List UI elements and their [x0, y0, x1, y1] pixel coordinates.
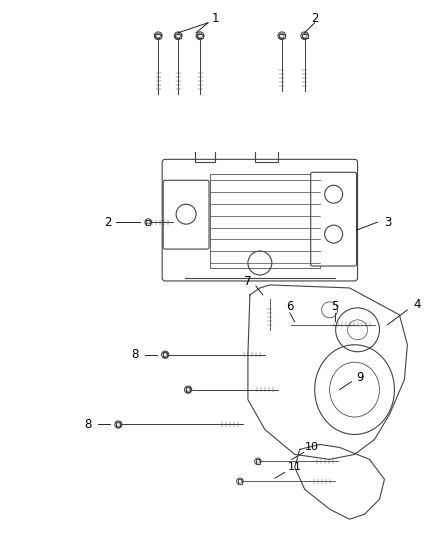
Text: 11: 11	[288, 462, 302, 472]
FancyBboxPatch shape	[117, 422, 120, 427]
FancyBboxPatch shape	[311, 172, 357, 266]
Text: 5: 5	[331, 301, 338, 313]
FancyBboxPatch shape	[155, 34, 161, 38]
FancyBboxPatch shape	[175, 34, 181, 38]
FancyBboxPatch shape	[163, 352, 167, 358]
FancyBboxPatch shape	[163, 180, 209, 249]
Text: 4: 4	[413, 298, 421, 311]
FancyBboxPatch shape	[288, 322, 291, 327]
FancyBboxPatch shape	[328, 322, 331, 327]
Text: 2: 2	[311, 12, 318, 25]
Text: 2: 2	[105, 216, 112, 229]
FancyBboxPatch shape	[238, 479, 242, 484]
Text: 1: 1	[211, 12, 219, 25]
FancyBboxPatch shape	[186, 387, 190, 392]
Text: 9: 9	[356, 371, 363, 384]
Text: 8: 8	[85, 418, 92, 431]
FancyBboxPatch shape	[256, 459, 260, 464]
FancyBboxPatch shape	[197, 34, 203, 38]
FancyBboxPatch shape	[162, 159, 357, 281]
FancyBboxPatch shape	[302, 34, 307, 38]
Text: 10: 10	[305, 442, 319, 453]
Polygon shape	[295, 445, 385, 519]
FancyBboxPatch shape	[279, 34, 285, 38]
Text: 7: 7	[244, 276, 252, 288]
Text: 6: 6	[286, 301, 293, 313]
Text: 3: 3	[384, 216, 391, 229]
FancyBboxPatch shape	[268, 296, 272, 300]
Polygon shape	[248, 285, 407, 459]
FancyBboxPatch shape	[146, 220, 150, 225]
Text: 8: 8	[131, 348, 139, 361]
